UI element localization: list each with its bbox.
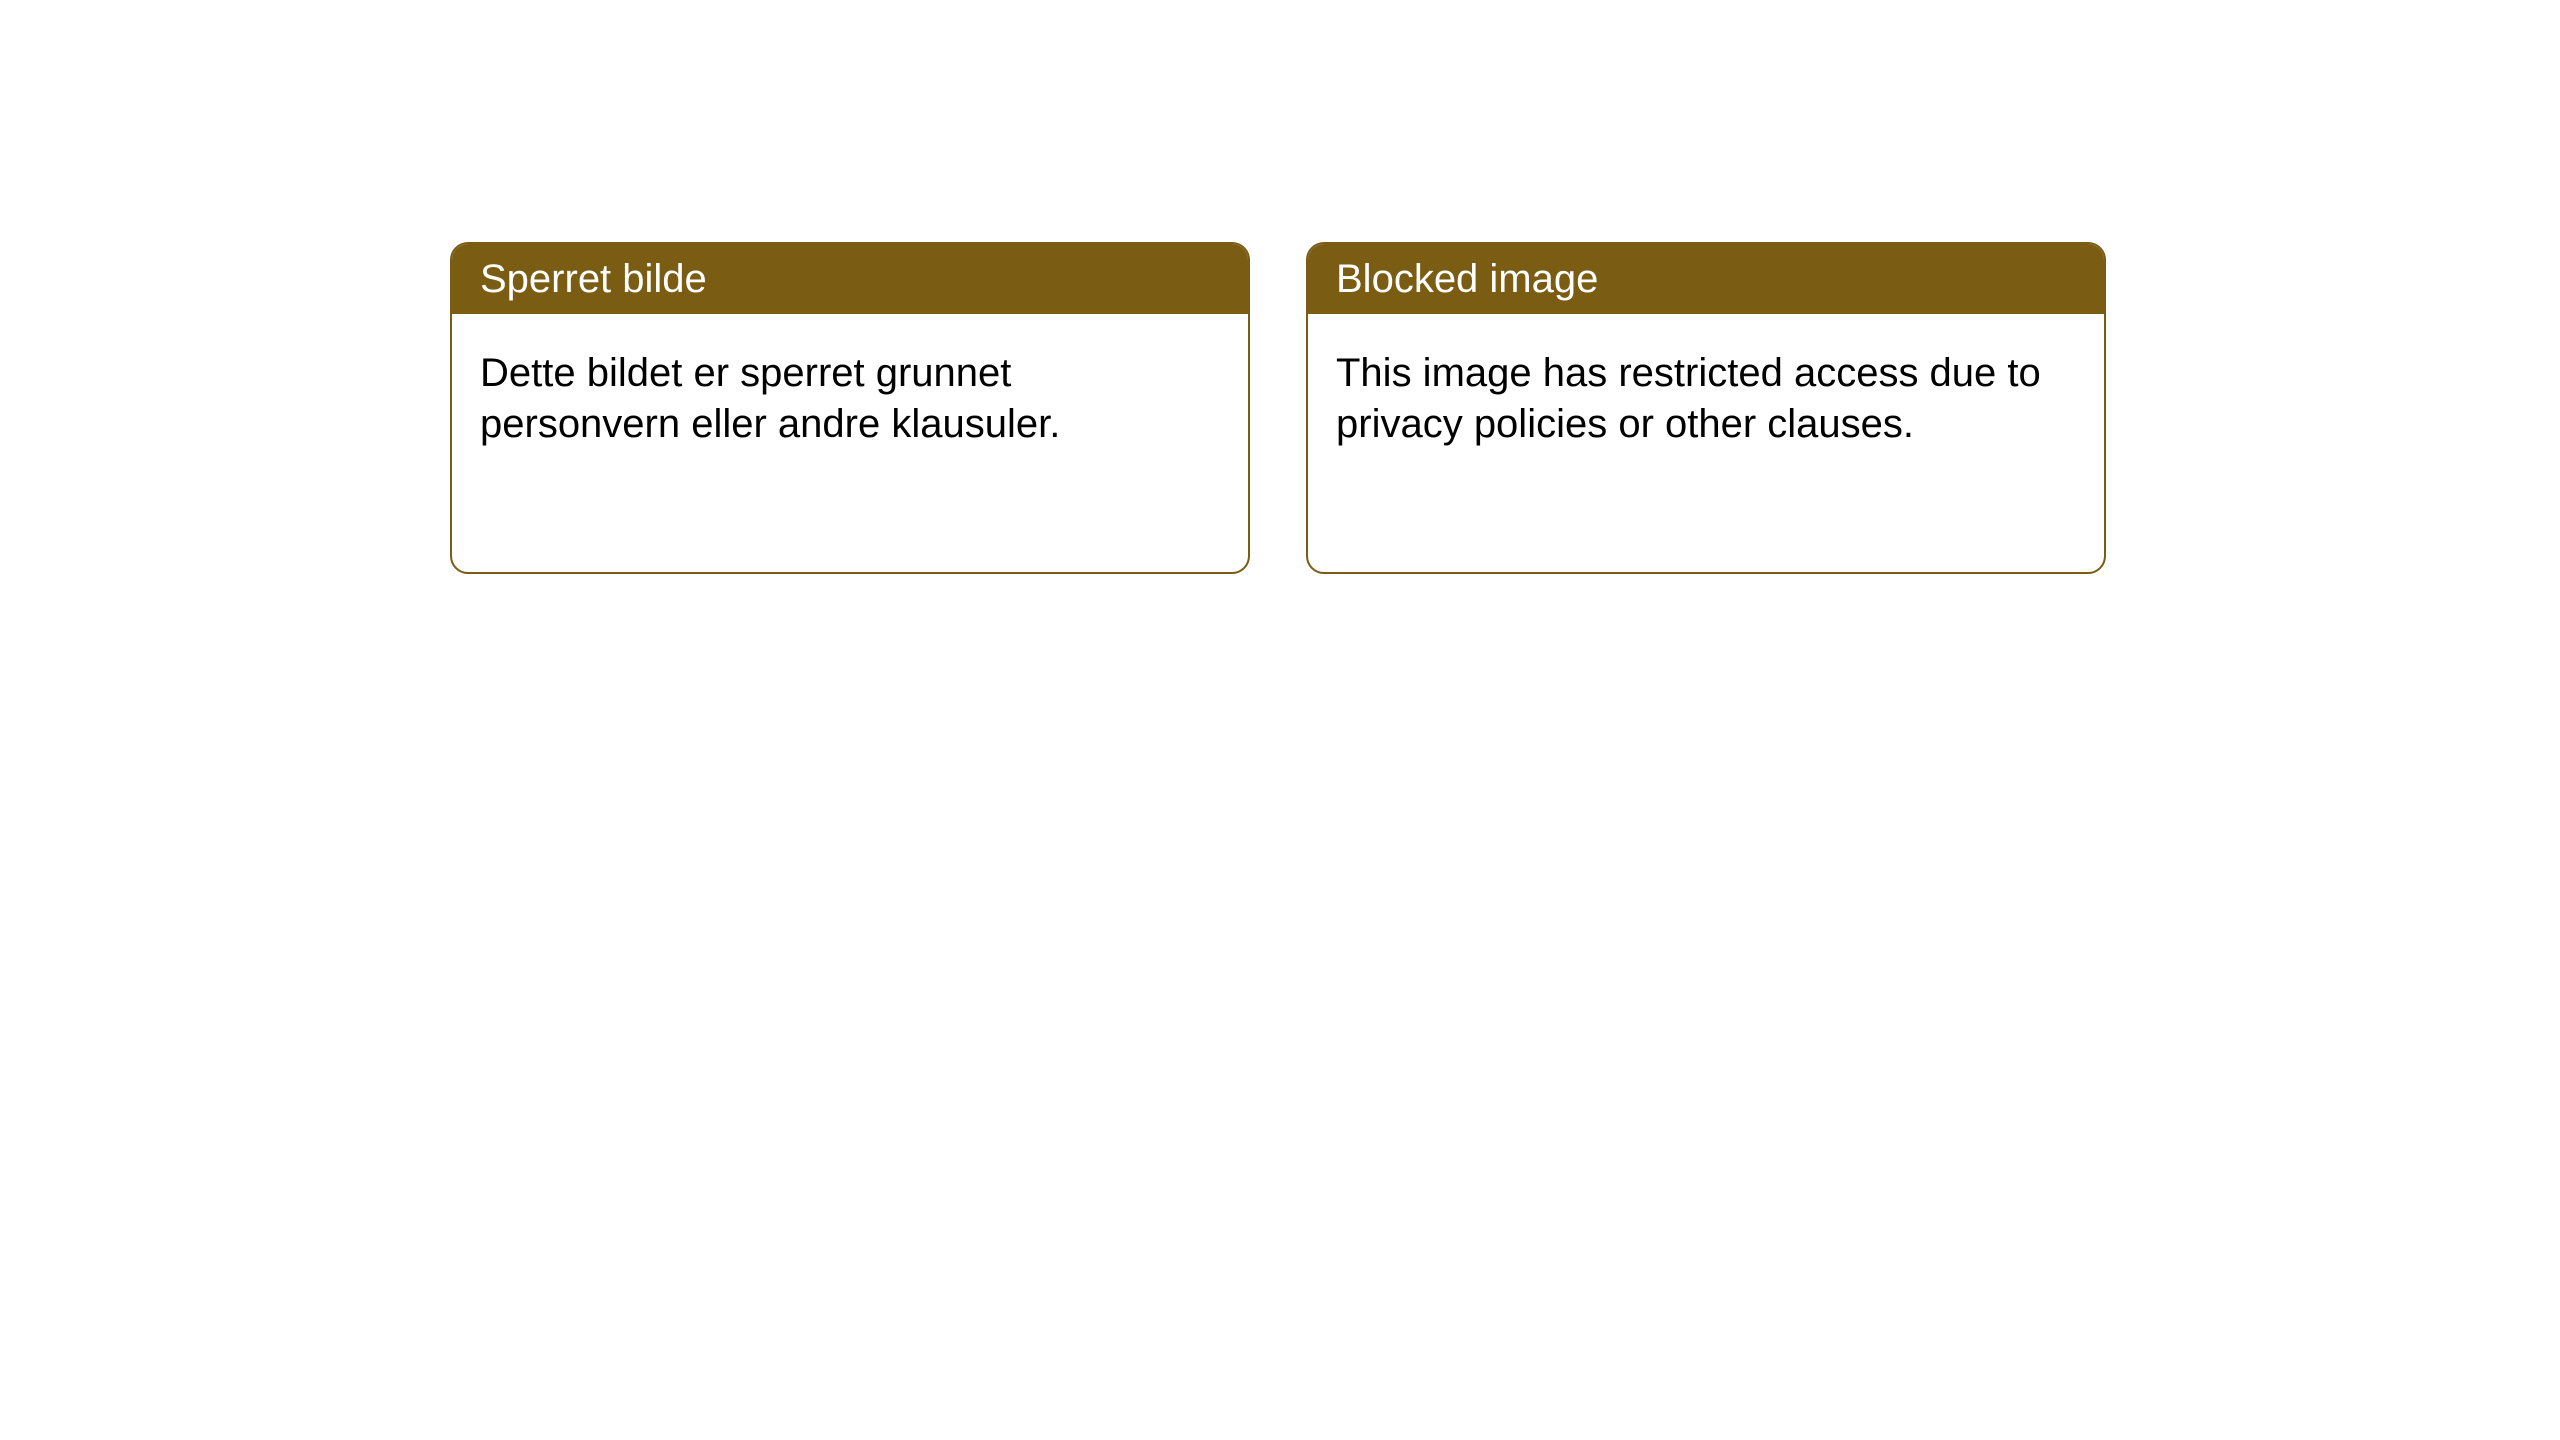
card-title: Sperret bilde (480, 257, 707, 301)
card-body: Dette bildet er sperret grunnet personve… (452, 314, 1248, 484)
cards-container: Sperret bilde Dette bildet er sperret gr… (450, 242, 2106, 574)
blocked-image-card-en: Blocked image This image has restricted … (1306, 242, 2106, 574)
card-body-text: Dette bildet er sperret grunnet personve… (480, 351, 1060, 446)
card-title: Blocked image (1336, 257, 1598, 301)
card-body-text: This image has restricted access due to … (1336, 351, 2041, 446)
card-header: Blocked image (1308, 244, 2104, 314)
card-header: Sperret bilde (452, 244, 1248, 314)
card-body: This image has restricted access due to … (1308, 314, 2104, 484)
blocked-image-card-no: Sperret bilde Dette bildet er sperret gr… (450, 242, 1250, 574)
